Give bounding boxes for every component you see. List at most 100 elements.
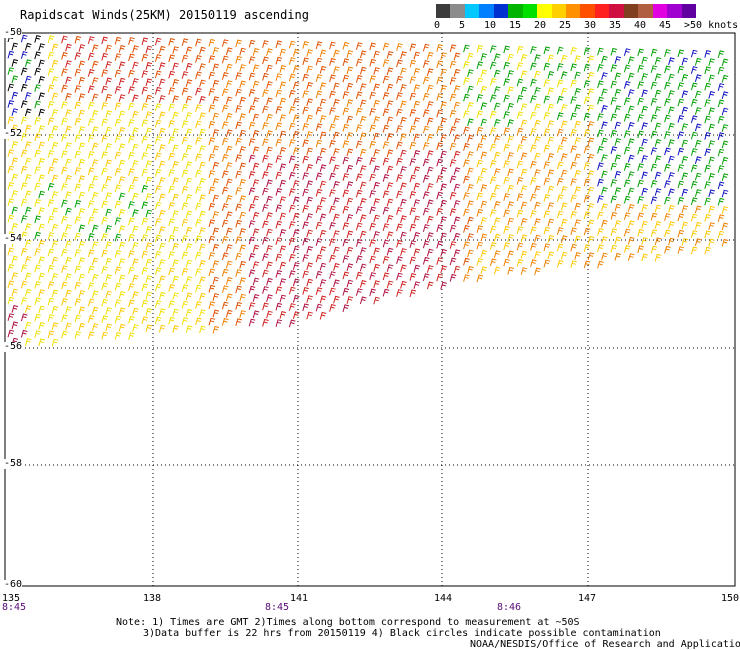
wind-barb — [382, 157, 390, 166]
wind-barb — [141, 217, 149, 226]
wind-barb — [212, 293, 220, 301]
wind-barb — [436, 207, 443, 216]
wind-barb — [74, 183, 82, 192]
wind-barb — [51, 76, 59, 85]
wind-barb — [47, 35, 55, 44]
wind-barb — [346, 197, 354, 206]
wind-barb — [597, 178, 604, 187]
wind-barb — [61, 133, 68, 142]
wind-barb — [530, 95, 537, 104]
wind-barb — [91, 93, 99, 102]
wind-barb — [534, 152, 541, 161]
wind-barb — [489, 225, 497, 234]
wind-barb — [623, 130, 631, 138]
wind-barb — [154, 185, 162, 194]
wind-barb — [306, 229, 313, 238]
wind-barb — [20, 133, 28, 141]
wind-barb — [530, 111, 537, 120]
wind-barb — [248, 220, 256, 228]
wind-barb — [47, 199, 55, 208]
wind-barb — [717, 83, 725, 91]
wind-barb — [248, 121, 256, 130]
wind-barb — [717, 50, 725, 59]
wind-barb — [145, 176, 153, 185]
wind-barb — [195, 120, 202, 129]
wind-barb — [78, 93, 86, 102]
wind-barb — [172, 62, 179, 71]
wind-barb — [520, 119, 528, 128]
wind-barb — [105, 290, 112, 299]
wind-barb — [463, 93, 470, 102]
wind-barb — [570, 96, 577, 104]
wind-barb — [637, 114, 644, 122]
wind-barb — [208, 268, 216, 277]
wind-barb — [413, 215, 421, 224]
wind-barb — [11, 42, 19, 51]
wind-barb — [145, 258, 153, 267]
wind-barb — [654, 106, 662, 114]
wind-barb — [704, 82, 711, 91]
wind-barb — [449, 273, 457, 282]
wind-barb — [141, 152, 149, 160]
wind-barb — [118, 323, 126, 332]
wind-barb — [489, 143, 497, 152]
wind-barb — [342, 74, 350, 83]
wind-barb — [87, 282, 95, 290]
wind-barb — [677, 82, 685, 90]
wind-barb — [315, 270, 323, 279]
wind-barb — [453, 216, 461, 225]
wind-barb — [449, 142, 457, 151]
wind-barb — [449, 77, 457, 85]
wind-barb — [252, 211, 260, 220]
wind-barb — [195, 202, 202, 211]
wind-barb — [235, 236, 242, 245]
wind-barb — [24, 157, 32, 166]
wind-barb — [373, 67, 380, 75]
wind-barb — [386, 231, 394, 240]
wind-barb — [382, 272, 390, 281]
wind-barb — [440, 101, 447, 110]
wind-barb — [51, 289, 59, 298]
wind-barb — [252, 261, 260, 269]
wind-barb — [650, 245, 658, 254]
wind-barb — [476, 208, 484, 217]
wind-barb — [78, 322, 86, 331]
wind-barb — [587, 153, 595, 162]
wind-barb — [507, 217, 514, 226]
wind-barb — [61, 51, 68, 60]
wind-barb — [181, 153, 189, 161]
wind-barb — [266, 130, 273, 139]
wind-barb — [396, 43, 403, 51]
wind-barb — [516, 226, 524, 234]
wind-barb — [721, 156, 729, 165]
wind-barb — [172, 78, 179, 87]
wind-barb — [172, 111, 179, 120]
wind-barb — [543, 79, 551, 87]
wind-barb — [132, 176, 139, 185]
wind-barb — [38, 289, 45, 297]
wind-barb — [677, 147, 685, 156]
wind-barb — [690, 82, 698, 91]
wind-barb — [355, 74, 363, 83]
wind-barb — [601, 154, 608, 162]
wind-barb — [185, 226, 193, 235]
wind-barb — [91, 241, 99, 249]
wind-barb — [329, 139, 336, 148]
wind-barb — [78, 306, 86, 315]
wind-barb — [422, 142, 430, 150]
wind-barb — [78, 158, 86, 167]
wind-barb — [279, 146, 287, 155]
wind-barb — [315, 90, 323, 99]
wind-barb — [560, 136, 568, 145]
wind-barb — [449, 208, 457, 217]
wind-barb — [20, 329, 28, 338]
wind-barb — [105, 208, 112, 217]
wind-barb — [400, 116, 407, 125]
wind-barb — [288, 57, 296, 65]
wind-barb — [677, 213, 685, 222]
wind-barb — [51, 43, 59, 52]
wind-barb — [721, 238, 729, 247]
wind-barb — [65, 240, 72, 249]
lon-label: 138 — [143, 593, 162, 604]
wind-barb — [47, 330, 55, 339]
